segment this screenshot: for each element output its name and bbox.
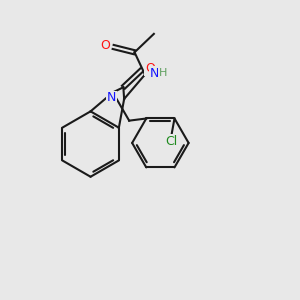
Text: N: N [106, 91, 116, 104]
Text: O: O [145, 62, 155, 75]
Text: N: N [150, 67, 159, 80]
Text: H: H [159, 68, 167, 78]
Text: Cl: Cl [165, 135, 178, 148]
Text: O: O [100, 39, 110, 52]
